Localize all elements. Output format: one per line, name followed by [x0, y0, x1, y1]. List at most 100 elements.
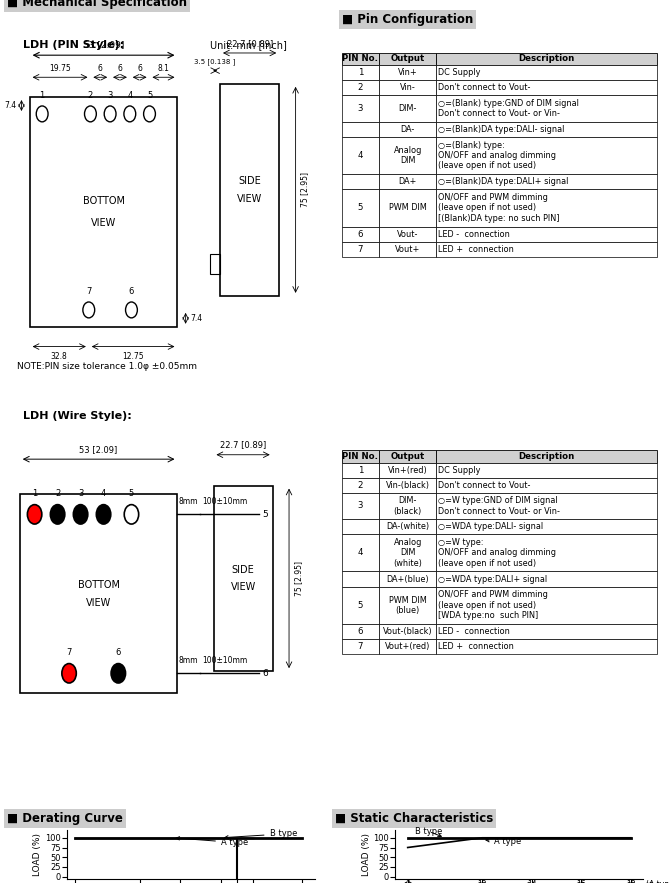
Text: VIEW: VIEW: [230, 582, 256, 592]
Text: 16: 16: [576, 879, 586, 883]
Text: 2: 2: [358, 480, 363, 490]
Bar: [436, 65, 657, 80]
Bar: [379, 534, 436, 571]
Bar: [436, 137, 657, 174]
Bar: [342, 137, 379, 174]
Text: 3.5 [0.138 ]: 3.5 [0.138 ]: [194, 58, 236, 65]
Text: Unit: mm [inch]: Unit: mm [inch]: [210, 40, 287, 49]
Bar: [342, 586, 379, 624]
Text: ○=WDA type:DALI+ signal: ○=WDA type:DALI+ signal: [438, 575, 547, 584]
Text: 3: 3: [358, 502, 363, 510]
Bar: [379, 571, 436, 586]
Text: 1: 1: [358, 68, 363, 78]
Bar: [379, 227, 436, 242]
Bar: [342, 478, 379, 493]
Bar: [342, 519, 379, 534]
Text: LED +  connection: LED + connection: [438, 642, 514, 651]
Text: ○=(Blank) type:GND of DIM signal
Don't connect to Vout- or Vin-: ○=(Blank) type:GND of DIM signal Don't c…: [438, 99, 579, 118]
Text: Analog
DIM: Analog DIM: [393, 146, 422, 165]
Text: 1: 1: [40, 91, 45, 100]
Text: 28: 28: [576, 882, 586, 883]
Text: PIN No.: PIN No.: [342, 452, 379, 461]
Bar: [436, 571, 657, 586]
Text: NOTE:PIN size tolerance 1.0φ ±0.05mm: NOTE:PIN size tolerance 1.0φ ±0.05mm: [17, 362, 196, 371]
Text: LED +  connection: LED + connection: [438, 245, 514, 253]
Text: 14: 14: [527, 879, 537, 883]
Bar: [436, 639, 657, 654]
Bar: [379, 493, 436, 519]
Text: Vin-(black): Vin-(black): [386, 480, 429, 490]
Text: 75 [2.95]: 75 [2.95]: [294, 561, 303, 596]
Bar: [342, 65, 379, 80]
Text: VIEW: VIEW: [86, 598, 111, 608]
Text: Vin+(red): Vin+(red): [388, 465, 427, 475]
Bar: [379, 52, 436, 65]
Text: SIDE: SIDE: [239, 176, 261, 186]
Text: 6: 6: [117, 64, 123, 73]
Text: 3: 3: [107, 91, 113, 100]
Text: DA+: DA+: [399, 177, 417, 186]
Text: LED -  connection: LED - connection: [438, 627, 510, 636]
Text: ○=(Blank) type:
ON/OFF and analog dimming
(leave open if not used): ○=(Blank) type: ON/OFF and analog dimmin…: [438, 140, 555, 170]
Text: PIN No.: PIN No.: [342, 55, 379, 64]
Text: 18: 18: [626, 879, 636, 883]
Bar: [342, 174, 379, 189]
Text: DIM-
(black): DIM- (black): [394, 496, 422, 516]
Text: BOTTOM: BOTTOM: [78, 580, 120, 590]
Bar: [379, 189, 436, 227]
Bar: [342, 493, 379, 519]
Bar: [436, 227, 657, 242]
Bar: [436, 449, 657, 463]
Text: (A type): (A type): [646, 879, 670, 883]
Bar: [379, 639, 436, 654]
Bar: [436, 478, 657, 493]
Bar: [436, 519, 657, 534]
Text: 3: 3: [78, 488, 83, 498]
Circle shape: [73, 504, 88, 524]
Text: 12: 12: [477, 879, 487, 883]
Bar: [379, 519, 436, 534]
Text: DC Supply: DC Supply: [438, 465, 480, 475]
Bar: [342, 52, 379, 65]
Text: 4: 4: [358, 151, 363, 160]
Bar: [29, 97, 178, 327]
Text: 8.1: 8.1: [157, 64, 170, 73]
Bar: [342, 534, 379, 571]
Text: PWM DIM
(blue): PWM DIM (blue): [389, 595, 427, 615]
Bar: [436, 174, 657, 189]
Text: ON/OFF and PWM dimming
(leave open if not used)
[WDA type:no  such PIN]: ON/OFF and PWM dimming (leave open if no…: [438, 591, 547, 620]
Text: Description: Description: [519, 55, 575, 64]
Text: 1: 1: [32, 488, 38, 498]
Text: A type: A type: [486, 837, 522, 846]
Bar: [379, 122, 436, 137]
Text: 75 [2.95]: 75 [2.95]: [301, 172, 310, 208]
Text: Vout-: Vout-: [397, 230, 419, 238]
Bar: [379, 624, 436, 639]
Text: DC Supply: DC Supply: [438, 68, 480, 78]
Circle shape: [111, 664, 125, 683]
Text: Don't connect to Vout-: Don't connect to Vout-: [438, 480, 530, 490]
Text: 7: 7: [86, 287, 92, 296]
Text: B type: B type: [224, 829, 297, 839]
Bar: [20, 494, 178, 693]
Text: 5: 5: [147, 91, 152, 100]
Text: LED -  connection: LED - connection: [438, 230, 510, 238]
Text: Output: Output: [391, 452, 425, 461]
Text: ○=W type:GND of DIM signal
Don't connect to Vout- or Vin-: ○=W type:GND of DIM signal Don't connect…: [438, 496, 559, 516]
Text: 7.4: 7.4: [190, 313, 202, 323]
Text: 53 [2.09]: 53 [2.09]: [83, 41, 124, 49]
Text: 6: 6: [263, 668, 269, 678]
Text: 2: 2: [88, 91, 93, 100]
Text: Don't connect to Vout-: Don't connect to Vout-: [438, 83, 530, 93]
Text: 5: 5: [129, 488, 134, 498]
Bar: [210, 254, 220, 274]
Bar: [436, 534, 657, 571]
Text: 32.8: 32.8: [51, 351, 68, 361]
Text: A type: A type: [176, 837, 248, 847]
Bar: [379, 80, 436, 95]
Bar: [342, 639, 379, 654]
Text: VIEW: VIEW: [91, 218, 116, 228]
Text: 6: 6: [137, 64, 142, 73]
Bar: [342, 189, 379, 227]
Text: Vout-(black): Vout-(black): [383, 627, 433, 636]
